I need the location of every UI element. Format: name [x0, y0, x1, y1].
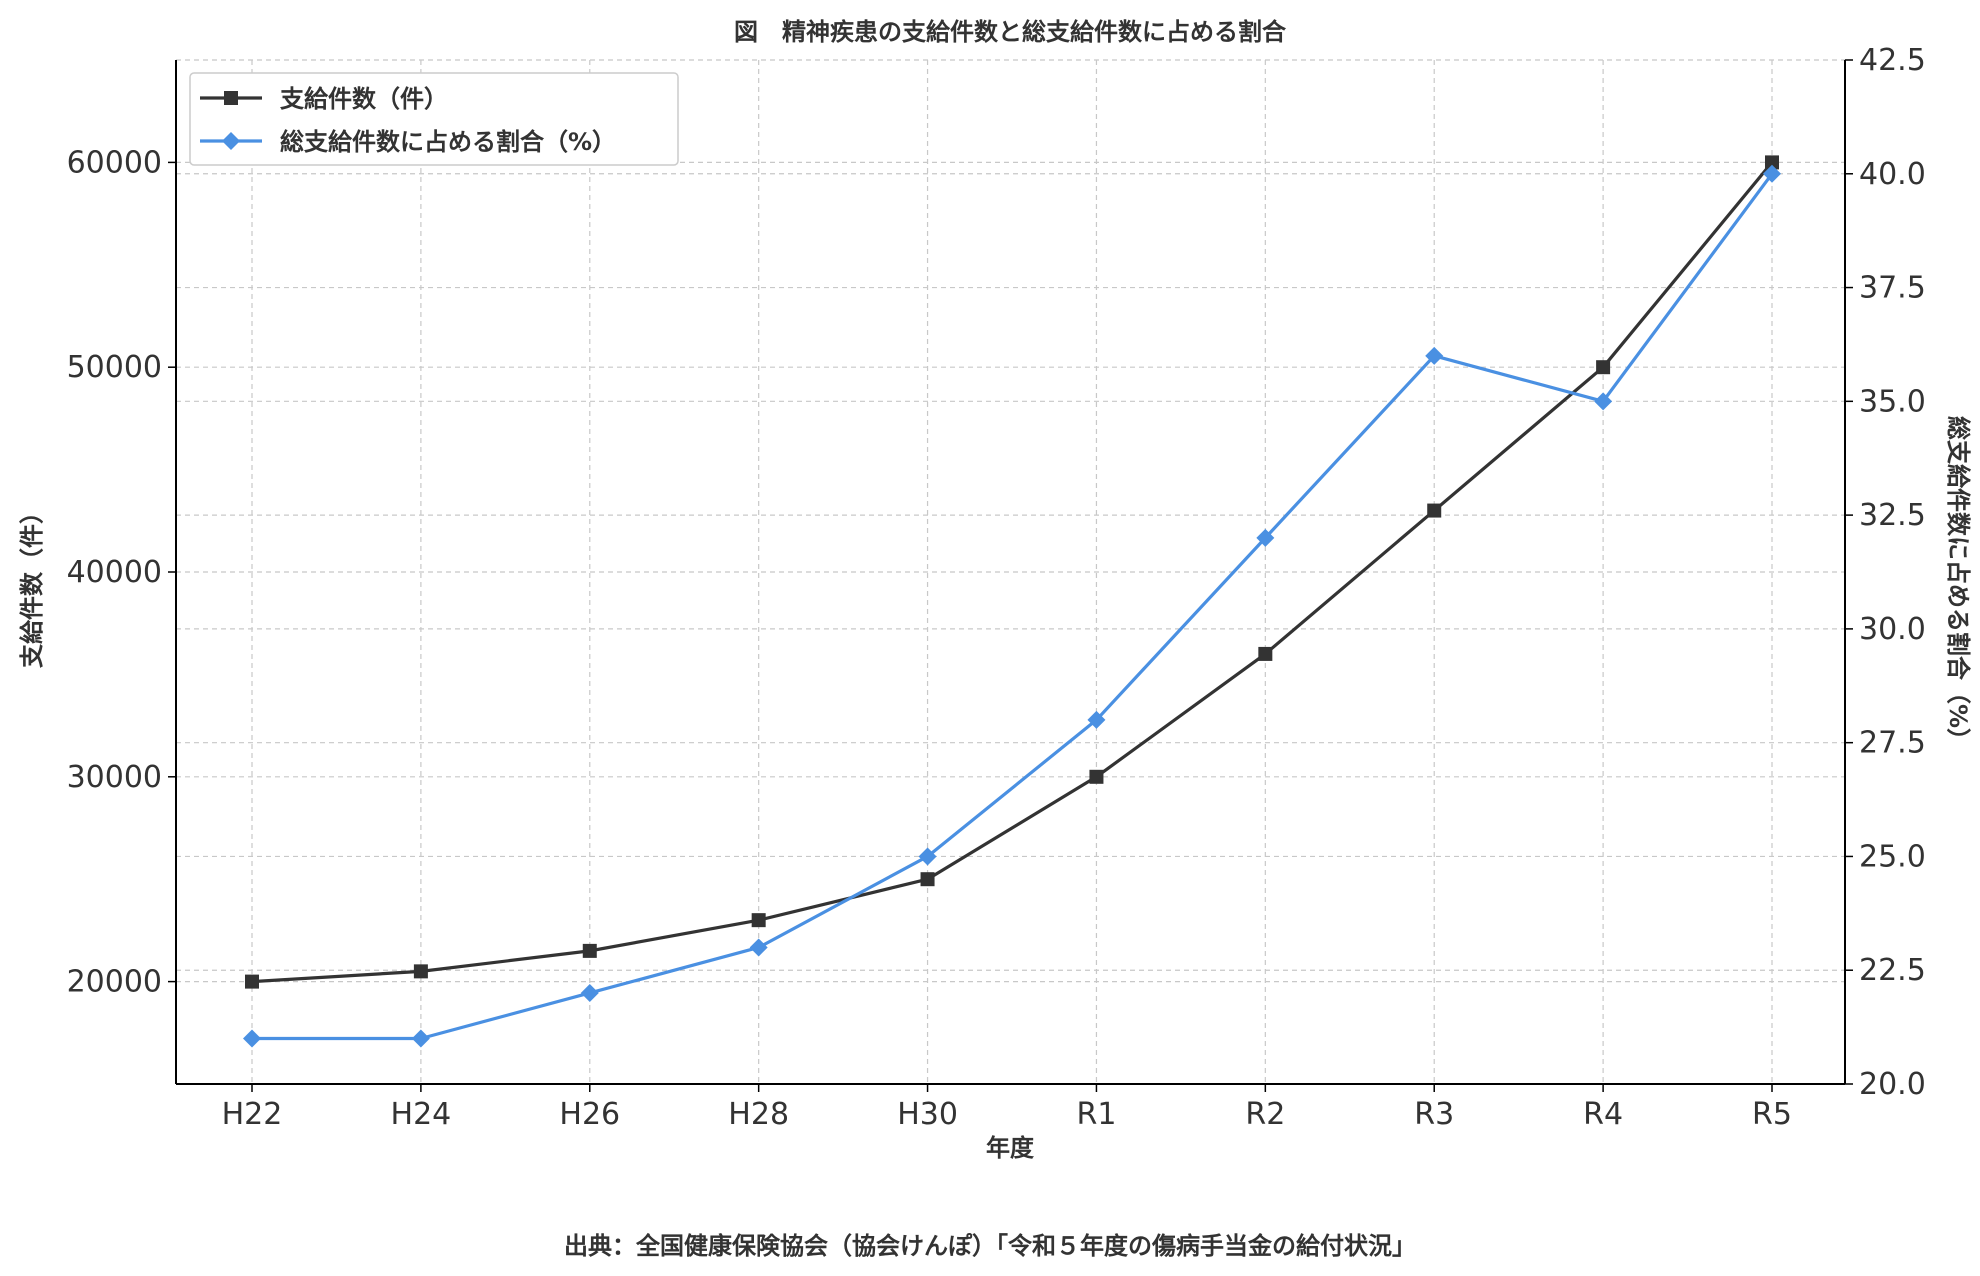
data-point-count — [1089, 769, 1104, 784]
data-point-share — [1425, 346, 1444, 365]
y-axis-title: 支給件数（件） — [18, 500, 46, 668]
y2-tick-label: 32.5 — [1859, 498, 1926, 533]
data-point-count — [1765, 155, 1779, 170]
data-point-share — [411, 1029, 430, 1048]
grid-lines — [176, 59, 1845, 1085]
y-tick-label: 60000 — [67, 145, 162, 180]
x-tick-label: R4 — [1583, 1097, 1623, 1132]
data-point-share — [1087, 710, 1106, 729]
data-point-share — [749, 938, 768, 957]
series-group — [243, 155, 1781, 1048]
y-tick-label: 40000 — [67, 555, 162, 590]
data-point-count — [1258, 646, 1273, 661]
data-point-count — [245, 974, 259, 989]
y2-tick-label: 37.5 — [1859, 271, 1926, 306]
x-axis-title: 年度 — [986, 1134, 1035, 1162]
x-tick-label: H24 — [391, 1097, 452, 1132]
data-point-count — [1427, 503, 1442, 518]
x-tick-label: R1 — [1076, 1097, 1116, 1132]
y2-tick-label: 30.0 — [1859, 612, 1926, 647]
x-tick-label: H28 — [728, 1097, 789, 1132]
y-tick-label: 20000 — [67, 965, 162, 1000]
tick-labels: H22 H24 H26 H28 H30 R1 R2 R3 R4 R5 20000 30000 40000… — [67, 43, 1926, 1132]
data-point-count — [751, 913, 766, 928]
x-tick-label: H26 — [559, 1097, 620, 1132]
legend: 支給件数（件） 総支給件数に占める割合（%） — [189, 72, 679, 166]
series-line-count — [251, 161, 1774, 984]
legend-marker-count — [224, 91, 238, 105]
data-point-share — [918, 847, 937, 866]
x-tick-label: R5 — [1752, 1097, 1792, 1132]
chart-title: 図 精神疾患の支給件数と総支給件数に占める割合 — [734, 18, 1287, 46]
y2-axis-title: 総支給件数に占める割合（%） — [1944, 416, 1972, 752]
legend-box — [189, 72, 679, 166]
y2-tick-label: 22.5 — [1859, 953, 1926, 988]
data-point-share — [1256, 528, 1275, 547]
legend-label-count: 支給件数（件） — [280, 85, 448, 113]
y2-tick-label: 42.5 — [1859, 43, 1926, 78]
data-point-count — [1596, 360, 1611, 375]
x-tick-label: R3 — [1414, 1097, 1454, 1132]
y2-tick-label: 25.0 — [1859, 839, 1926, 874]
data-point-count — [413, 964, 428, 979]
data-point-count — [582, 943, 597, 958]
x-tick-label: H22 — [222, 1097, 283, 1132]
data-point-share — [580, 983, 599, 1002]
data-point-count — [920, 872, 935, 887]
data-point-share — [1594, 392, 1613, 411]
data-point-share — [243, 1029, 261, 1048]
y2-tick-label: 27.5 — [1859, 726, 1926, 761]
y-tick-label: 30000 — [67, 760, 162, 795]
x-tick-label: R2 — [1245, 1097, 1285, 1132]
source-note: 出典：全国健康保険協会（協会けんぽ）「令和５年度の傷病手当金の給付状況」 — [564, 1232, 1416, 1260]
legend-label-share: 総支給件数に占める割合（%） — [280, 128, 616, 156]
data-point-share — [1763, 164, 1781, 183]
y2-tick-label: 20.0 — [1859, 1067, 1926, 1102]
y2-tick-label: 35.0 — [1859, 384, 1926, 419]
y2-tick-label: 40.0 — [1859, 157, 1926, 192]
series-line-share — [252, 172, 1774, 1041]
y-tick-label: 50000 — [67, 350, 162, 385]
legend-marker-share — [222, 132, 240, 150]
x-tick-label: H30 — [897, 1097, 958, 1132]
axes — [175, 60, 1846, 1085]
